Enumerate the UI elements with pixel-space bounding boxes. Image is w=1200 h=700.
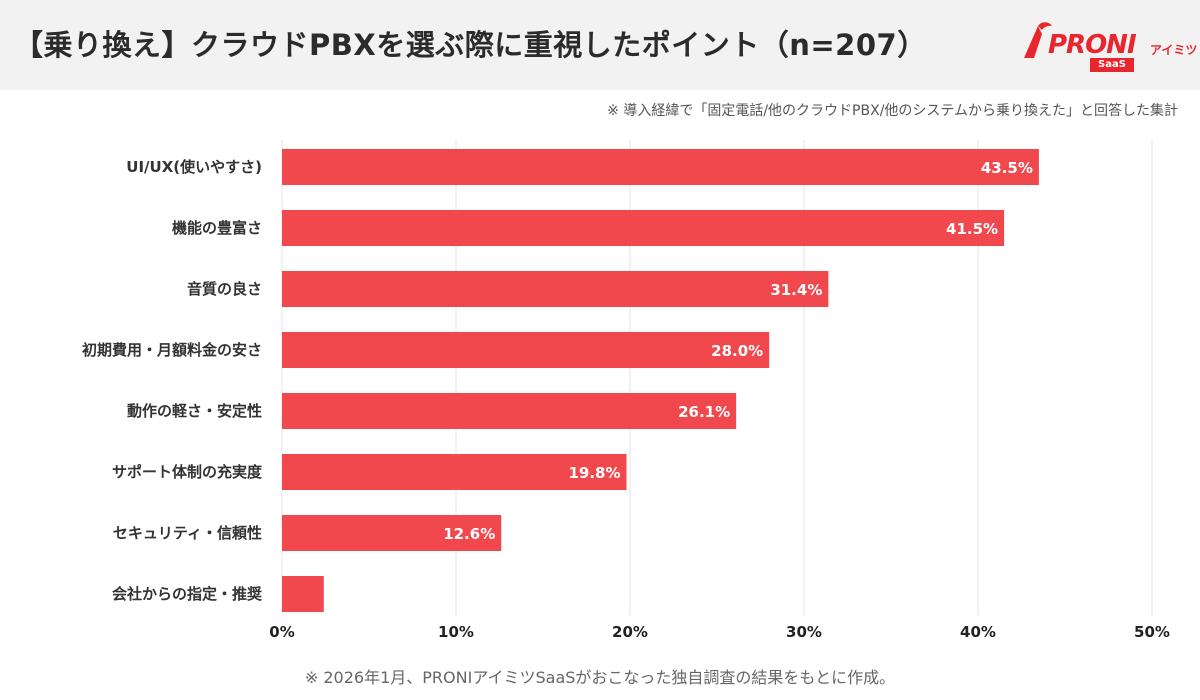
logo-badge: SaaS <box>1090 58 1134 72</box>
bar <box>282 149 1039 185</box>
category-label: 会社からの指定・推奨 <box>112 585 263 603</box>
x-tick-label: 30% <box>786 623 822 641</box>
bar <box>282 332 770 368</box>
category-label: UI/UX(使いやすさ) <box>126 158 262 176</box>
bar-value-label: 43.5% <box>981 159 1033 177</box>
bar <box>282 393 737 429</box>
category-label: 機能の豊富さ <box>172 219 262 237</box>
bar <box>282 210 1005 246</box>
category-label: セキュリティ・信頼性 <box>113 524 262 542</box>
x-tick-label: 50% <box>1134 623 1170 641</box>
category-label: 初期費用・月額料金の安さ <box>82 341 262 359</box>
bar <box>282 454 627 490</box>
logo-text: PRONI <box>1048 30 1137 60</box>
bar-value-label: 28.0% <box>711 342 763 360</box>
category-label: 動作の軽さ・安定性 <box>127 402 262 420</box>
bar-value-label: 26.1% <box>678 403 730 421</box>
bar-value-label: 41.5% <box>946 220 998 238</box>
bar <box>282 576 324 612</box>
bar-value-label: 31.4% <box>770 281 822 299</box>
proni-logo: PRONI アイミツ SaaS <box>1010 14 1197 74</box>
category-label: サポート体制の充実度 <box>112 463 263 481</box>
logo-mark-icon <box>1024 22 1052 58</box>
category-label: 音質の良さ <box>187 280 262 298</box>
x-tick-label: 20% <box>612 623 648 641</box>
x-tick-label: 10% <box>438 623 474 641</box>
logo-sub-text: アイミツ <box>1150 43 1198 57</box>
bar <box>282 515 502 551</box>
header-bar: 【乗り換え】クラウドPBXを選ぶ際に重視したポイント（n=207） PRONI … <box>0 0 1200 90</box>
bar-value-label: 12.6% <box>443 525 495 543</box>
survey-note: ※ 導入経緯で「固定電話/他のクラウドPBX/他のシステムから乗り換えた」と回答… <box>607 103 1178 119</box>
chart-title: 【乗り換え】クラウドPBXを選ぶ際に重視したポイント（n=207） <box>14 28 927 62</box>
x-tick-label: 40% <box>960 623 996 641</box>
x-tick-label: 0% <box>269 623 294 641</box>
bar-value-label: 19.8% <box>568 464 620 482</box>
bar <box>282 271 829 307</box>
footer-source-note: ※ 2026年1月、PRONIアイミツSaaSがおこなった独自調査の結果をもとに… <box>304 668 896 687</box>
